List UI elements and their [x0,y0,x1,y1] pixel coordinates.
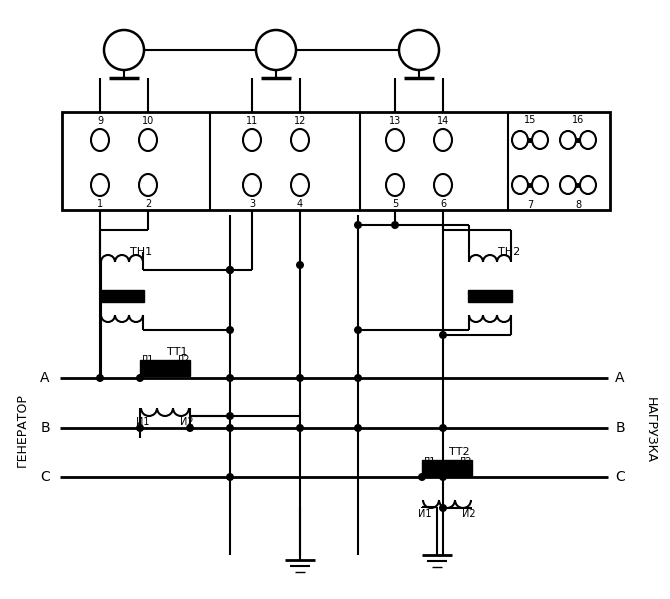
Circle shape [399,30,439,70]
Ellipse shape [532,131,548,149]
Text: ТТ1: ТТ1 [167,347,188,357]
Circle shape [256,30,296,70]
Text: ТН2: ТН2 [498,247,520,257]
Text: ТТ2: ТТ2 [449,447,470,457]
Circle shape [226,326,234,334]
Text: Л1: Л1 [422,457,436,467]
Text: 6: 6 [440,199,446,209]
Ellipse shape [139,174,157,196]
Circle shape [226,424,234,432]
Ellipse shape [580,176,596,194]
Circle shape [354,221,362,229]
Circle shape [439,473,447,481]
Text: 8: 8 [575,200,581,210]
Ellipse shape [139,129,157,151]
Circle shape [296,261,304,269]
Circle shape [226,374,234,382]
Text: И2: И2 [180,417,194,427]
Bar [62,112,610,210]
Ellipse shape [512,176,528,194]
Circle shape [391,221,399,229]
Text: 7: 7 [527,200,533,210]
Text: 3: 3 [249,199,255,209]
Circle shape [226,412,234,420]
Text: 14: 14 [437,116,449,126]
Text: ТН1: ТН1 [130,247,152,257]
Circle shape [136,374,144,382]
Ellipse shape [243,174,261,196]
Text: 9: 9 [97,116,103,126]
Text: И2: И2 [462,509,476,519]
Circle shape [354,326,362,334]
Circle shape [226,473,234,481]
Bar [422,460,472,476]
Text: B: B [40,421,50,435]
Ellipse shape [386,174,404,196]
Text: 12: 12 [294,116,306,126]
Text: И1: И1 [136,417,150,427]
Text: 15: 15 [524,115,536,125]
Circle shape [186,424,194,432]
Ellipse shape [434,174,452,196]
Circle shape [439,424,447,432]
Text: C: C [40,470,50,484]
Text: B: B [615,421,625,435]
Text: A: A [40,371,50,385]
Text: Л1: Л1 [140,355,153,365]
Circle shape [226,266,234,274]
Text: 10: 10 [142,116,154,126]
Text: 2: 2 [145,199,151,209]
Ellipse shape [243,129,261,151]
Circle shape [296,374,304,382]
Circle shape [226,266,234,274]
Circle shape [354,374,362,382]
Circle shape [439,504,447,512]
Text: C: C [615,470,625,484]
Circle shape [104,30,144,70]
Text: И1: И1 [418,509,431,519]
Text: Л2: Л2 [458,457,472,467]
Ellipse shape [560,176,576,194]
Ellipse shape [512,131,528,149]
Bar [468,290,512,302]
Ellipse shape [291,174,309,196]
Text: A: A [615,371,624,385]
Ellipse shape [91,174,109,196]
Circle shape [136,424,144,432]
Ellipse shape [386,129,404,151]
Circle shape [439,331,447,339]
Ellipse shape [434,129,452,151]
Ellipse shape [580,131,596,149]
Text: НАГРУЗКА: НАГРУЗКА [643,397,657,463]
Bar [140,360,190,376]
Ellipse shape [291,129,309,151]
Text: 13: 13 [389,116,401,126]
Text: 16: 16 [572,115,584,125]
Text: 1: 1 [97,199,103,209]
Text: 5: 5 [392,199,398,209]
Ellipse shape [560,131,576,149]
Ellipse shape [91,129,109,151]
Circle shape [354,424,362,432]
Text: 11: 11 [246,116,258,126]
Text: ГЕНЕРАТОР: ГЕНЕРАТОР [15,393,29,467]
Circle shape [96,374,104,382]
Circle shape [296,424,304,432]
Bar [100,290,144,302]
Ellipse shape [532,176,548,194]
Text: Л2: Л2 [176,355,190,365]
Circle shape [418,473,426,481]
Text: 4: 4 [297,199,303,209]
